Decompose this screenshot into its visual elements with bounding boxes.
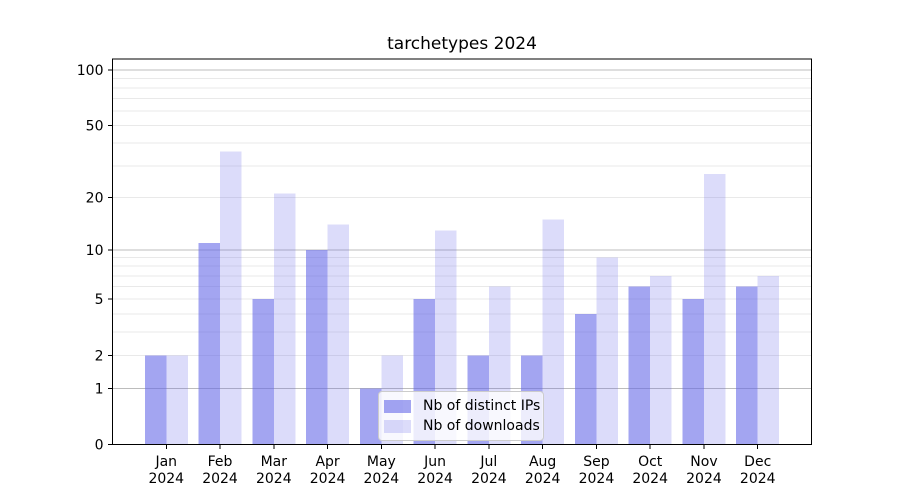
bar-downloads: [650, 275, 672, 445]
legend-swatch-downloads: [384, 419, 411, 433]
x-tick-label-month: Jan: [154, 454, 177, 470]
legend-item-downloads: Nb of downloads: [384, 418, 540, 434]
x-tick-label-year: 2024: [525, 471, 561, 487]
bar-distinct-ips: [736, 286, 758, 445]
y-tick-label: 2: [95, 348, 104, 364]
bar-distinct-ips: [359, 388, 382, 445]
bar-downloads: [596, 257, 618, 445]
x-tick-label-month: Sep: [583, 454, 610, 470]
bar-distinct-ips: [574, 313, 597, 445]
x-tick-label-year: 2024: [310, 471, 346, 487]
bar-downloads: [273, 193, 296, 445]
bar-distinct-ips: [198, 242, 221, 445]
bar-downloads: [166, 355, 188, 445]
bar-distinct-ips: [628, 286, 651, 445]
bar-distinct-ips: [682, 299, 704, 445]
legend-swatch-distinct-ips: [384, 399, 411, 413]
x-tick-label-year: 2024: [256, 471, 292, 487]
y-tick-label: 50: [86, 118, 104, 134]
x-tick-label-month: Nov: [690, 454, 717, 470]
legend-item-distinct-ips: Nb of distinct IPs: [384, 398, 541, 414]
x-tick-label-year: 2024: [632, 471, 668, 487]
x-tick-label-month: Oct: [638, 454, 663, 470]
x-tick-label-month: May: [367, 454, 396, 470]
y-tick-label: 10: [86, 243, 104, 259]
y-tick-label: 1: [95, 381, 104, 397]
legend: Nb of distinct IPs Nb of downloads: [378, 391, 544, 441]
x-tick-label-year: 2024: [364, 471, 400, 487]
y-tick-label: 20: [86, 190, 104, 206]
x-tick-label-year: 2024: [579, 471, 615, 487]
bar-downloads: [542, 219, 565, 445]
x-tick-label-month: Apr: [315, 454, 339, 470]
bar-distinct-ips: [306, 249, 328, 445]
x-tick-label-month: Jul: [479, 454, 497, 470]
bar-downloads: [327, 224, 350, 445]
bar-downloads: [757, 275, 780, 445]
bar-distinct-ips: [252, 299, 274, 445]
x-tick-label-year: 2024: [471, 471, 507, 487]
plot-border: [111, 58, 813, 446]
x-tick-label-year: 2024: [148, 471, 184, 487]
x-tick-label-year: 2024: [417, 471, 453, 487]
x-tick-label-year: 2024: [686, 471, 722, 487]
x-tick-label-month: Dec: [744, 454, 771, 470]
x-tick-label-year: 2024: [202, 471, 238, 487]
bar-downloads: [703, 174, 726, 445]
x-tick-label-month: Aug: [529, 454, 556, 470]
x-tick-label-month: Jun: [423, 454, 446, 470]
chart-title: tarchetypes 2024: [387, 34, 537, 54]
y-tick-label: 0: [95, 438, 104, 454]
x-tick-label-month: Feb: [208, 454, 233, 470]
legend-label-downloads: Nb of downloads: [423, 418, 540, 434]
y-tick-label: 5: [95, 292, 104, 308]
legend-label-distinct-ips: Nb of distinct IPs: [423, 398, 541, 414]
bar-distinct-ips: [144, 355, 167, 445]
x-tick-label-year: 2024: [740, 471, 776, 487]
bar-downloads: [220, 151, 242, 445]
bar-downloads: [435, 230, 457, 445]
x-tick-label-month: Mar: [261, 454, 288, 470]
y-tick-label: 100: [77, 63, 104, 79]
